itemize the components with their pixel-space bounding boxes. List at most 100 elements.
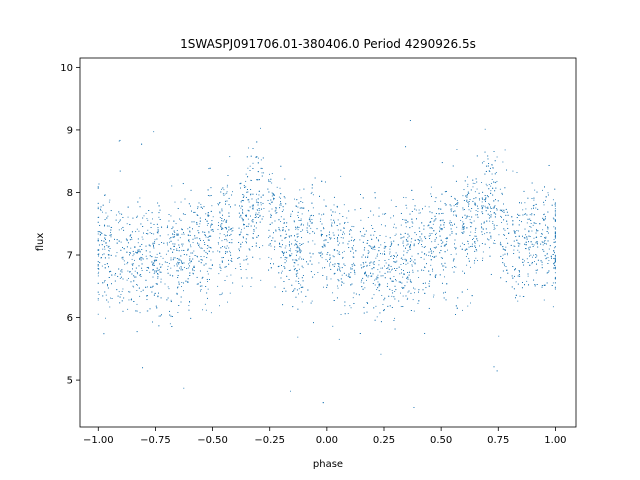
data-point xyxy=(110,231,111,233)
data-point xyxy=(529,246,531,248)
data-point xyxy=(532,205,534,207)
data-point xyxy=(340,237,342,239)
data-point xyxy=(157,269,159,271)
data-point xyxy=(153,260,155,261)
data-point xyxy=(208,168,210,170)
data-point xyxy=(362,277,364,279)
data-point xyxy=(441,213,443,214)
data-point xyxy=(554,276,556,278)
data-point xyxy=(474,202,476,204)
data-point xyxy=(482,205,484,207)
data-point xyxy=(490,237,492,239)
data-point xyxy=(362,197,364,199)
data-point xyxy=(241,205,243,207)
data-point xyxy=(222,193,224,195)
data-point xyxy=(482,228,484,230)
data-point xyxy=(475,197,477,199)
data-point xyxy=(247,191,249,193)
data-point xyxy=(371,268,373,270)
data-point xyxy=(490,190,492,192)
data-point xyxy=(152,269,154,271)
data-point xyxy=(423,246,425,248)
data-point xyxy=(535,207,537,209)
data-point xyxy=(485,197,487,199)
data-point xyxy=(179,259,181,261)
data-point xyxy=(467,305,469,307)
data-point xyxy=(505,281,507,283)
data-point xyxy=(350,272,352,274)
data-point xyxy=(248,201,250,203)
data-point xyxy=(275,229,277,231)
data-point xyxy=(481,205,483,207)
data-point xyxy=(104,264,106,265)
data-point xyxy=(118,229,120,231)
data-point xyxy=(141,267,143,269)
data-point xyxy=(212,251,214,253)
data-point xyxy=(226,186,228,188)
data-point xyxy=(405,226,407,228)
data-point xyxy=(154,261,156,262)
data-point xyxy=(418,209,420,211)
data-point xyxy=(492,194,494,196)
data-point xyxy=(300,220,302,221)
data-point xyxy=(392,268,393,270)
data-point xyxy=(378,240,380,242)
data-point xyxy=(488,239,490,241)
data-point xyxy=(97,240,99,242)
data-point xyxy=(406,244,408,246)
data-point xyxy=(143,215,145,217)
data-point xyxy=(470,210,472,212)
data-point xyxy=(281,251,283,253)
data-point xyxy=(329,231,330,233)
data-point xyxy=(204,234,206,236)
data-point xyxy=(219,217,221,218)
data-point xyxy=(497,200,499,202)
data-point xyxy=(178,244,180,246)
data-point xyxy=(285,203,287,205)
data-point xyxy=(250,225,252,227)
data-point xyxy=(301,265,303,267)
data-point xyxy=(199,220,201,222)
data-point xyxy=(337,240,339,242)
data-point xyxy=(271,201,273,203)
data-point xyxy=(271,173,273,175)
data-point xyxy=(327,252,329,253)
data-point xyxy=(297,281,299,282)
data-point xyxy=(238,257,240,259)
data-point xyxy=(370,246,372,248)
data-point xyxy=(97,208,99,210)
data-point xyxy=(462,221,464,223)
data-point xyxy=(296,260,298,262)
data-point xyxy=(481,197,483,199)
data-point xyxy=(207,223,209,224)
data-point xyxy=(258,208,260,209)
data-point xyxy=(221,188,223,190)
data-point xyxy=(187,248,189,250)
data-point xyxy=(250,179,252,181)
data-point xyxy=(242,194,244,195)
data-point xyxy=(281,270,283,272)
data-point xyxy=(309,217,311,219)
data-point xyxy=(456,203,458,205)
data-point xyxy=(146,310,148,312)
data-point xyxy=(156,231,158,233)
data-point xyxy=(183,232,184,234)
data-point xyxy=(221,261,223,263)
data-point xyxy=(528,247,530,249)
data-point xyxy=(393,223,395,225)
data-point xyxy=(494,205,496,207)
data-point xyxy=(554,235,556,237)
data-point xyxy=(373,261,375,263)
data-point xyxy=(104,291,106,293)
data-point xyxy=(533,204,535,206)
data-point xyxy=(443,224,445,226)
data-point xyxy=(243,237,245,239)
data-point xyxy=(169,323,171,325)
data-point xyxy=(208,215,210,217)
data-point xyxy=(462,227,464,228)
data-point xyxy=(553,250,555,252)
data-point xyxy=(197,206,199,208)
data-point xyxy=(309,219,311,221)
data-point xyxy=(199,285,201,287)
data-point xyxy=(382,267,383,269)
